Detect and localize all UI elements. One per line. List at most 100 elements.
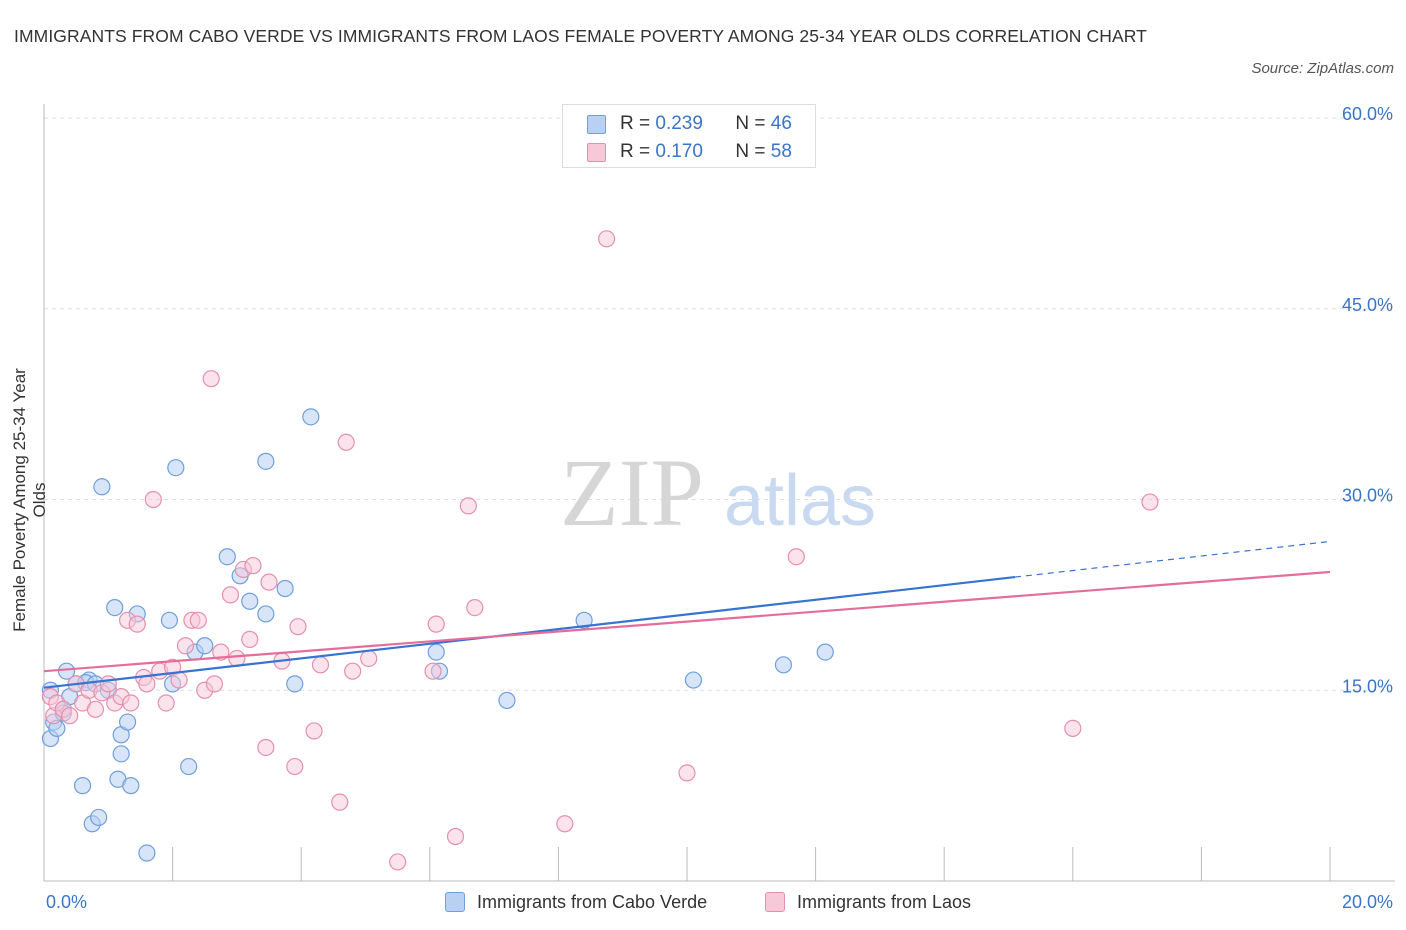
data-point-laos (61, 707, 79, 725)
data-point-cabo-verde (118, 713, 137, 731)
data-point-laos (257, 738, 275, 757)
legend-row-cabo-verde: R = 0.239 N = 46 (587, 112, 792, 136)
trendline-cabo-verde-extension (1014, 540, 1331, 578)
data-point-laos (122, 694, 140, 712)
y-tick-label: 30.0% (1342, 486, 1393, 506)
series-laos-points (41, 230, 1159, 871)
legend-n-label: N = (735, 113, 766, 134)
data-point-laos (170, 671, 188, 689)
data-point-laos (138, 675, 156, 693)
data-point-laos (1141, 493, 1159, 511)
data-point-cabo-verde (90, 808, 108, 827)
legend-r-value: 0.239 (655, 113, 703, 134)
watermark-atlas: atlas (724, 461, 876, 541)
data-point-laos (176, 637, 195, 655)
data-point-laos (787, 548, 805, 566)
legend-row-laos: R = 0.170 N = 58 (587, 140, 792, 164)
watermark-zip: ZIP (560, 439, 704, 546)
y-tick-label: 45.0% (1342, 295, 1393, 315)
legend-n-value: 46 (770, 113, 792, 134)
legend-n-value: 58 (770, 141, 792, 162)
data-point-laos (466, 598, 484, 617)
data-point-laos (311, 656, 330, 674)
data-point-cabo-verde (498, 691, 516, 710)
legend-n-label: N = (735, 141, 766, 162)
data-point-laos (427, 615, 445, 633)
data-point-cabo-verde (816, 643, 834, 661)
data-point-laos (286, 757, 304, 776)
data-point-laos (1064, 719, 1082, 738)
data-point-cabo-verde (112, 745, 130, 763)
data-point-laos (189, 611, 207, 629)
data-point-laos (337, 433, 355, 451)
data-point-laos (360, 649, 378, 668)
bottom-legend-label: Immigrants from Cabo Verde (477, 891, 708, 912)
data-point-laos (244, 557, 262, 575)
data-point-laos (202, 370, 220, 388)
data-point-laos (99, 675, 117, 693)
data-point-cabo-verde (302, 408, 320, 426)
data-point-cabo-verde (73, 777, 92, 795)
data-point-laos (205, 675, 223, 693)
data-point-laos (212, 643, 230, 661)
data-point-cabo-verde (57, 662, 76, 680)
data-point-laos (446, 827, 465, 846)
data-point-cabo-verde (276, 579, 294, 598)
data-point-cabo-verde (257, 452, 275, 470)
pink-swatch-icon (587, 142, 606, 162)
data-point-cabo-verde (196, 637, 214, 655)
data-point-cabo-verde (684, 671, 703, 689)
legend-r-label: R = (620, 141, 651, 162)
data-point-laos (678, 764, 696, 782)
trendlines (43, 540, 1331, 689)
data-point-laos (424, 662, 442, 680)
data-point-laos (598, 230, 616, 248)
legend-r-value: 0.170 (655, 141, 703, 162)
data-point-laos (128, 615, 146, 633)
data-point-cabo-verde (241, 592, 259, 610)
correlation-legend: R = 0.239 N = 46 R = 0.170 N = 58 (562, 104, 816, 168)
data-point-cabo-verde (160, 611, 178, 629)
x-tick-label: 20.0% (1342, 892, 1393, 912)
data-point-cabo-verde (138, 844, 156, 862)
data-point-cabo-verde (218, 548, 236, 566)
x-tick-label: 0.0% (46, 892, 87, 912)
bottom-legend-label: Immigrants from Laos (797, 891, 972, 912)
bottom-legend-laos: Immigrants from Laos (765, 888, 971, 916)
y-axis-label: Female Poverty Among 25-34 Year Olds (10, 368, 49, 632)
y-tick-label: 15.0% (1342, 676, 1393, 696)
data-point-cabo-verde (122, 777, 140, 795)
data-point-laos (556, 815, 574, 833)
bottom-legend-cabo-verde: Immigrants from Cabo Verde (445, 888, 707, 916)
watermark: ZIP atlas (560, 439, 876, 546)
data-point-laos (344, 662, 362, 680)
data-point-laos (86, 700, 105, 718)
blue-swatch-icon (445, 892, 465, 912)
data-point-cabo-verde (106, 598, 124, 617)
data-point-cabo-verde (93, 478, 111, 496)
data-point-laos (389, 853, 407, 871)
data-point-laos (260, 573, 278, 591)
data-point-laos (157, 694, 175, 712)
data-point-laos (459, 497, 477, 515)
data-point-cabo-verde (575, 611, 593, 629)
data-point-cabo-verde (180, 757, 198, 776)
trendline-cabo-verde (43, 575, 1016, 689)
source-credit: Source: ZipAtlas.com (1251, 60, 1394, 77)
blue-swatch-icon (587, 114, 606, 134)
data-point-cabo-verde (257, 605, 275, 623)
data-point-cabo-verde (167, 459, 185, 477)
legend-r-label: R = (620, 113, 651, 134)
data-point-cabo-verde (286, 675, 304, 693)
data-point-cabo-verde (774, 656, 793, 674)
pink-swatch-icon (765, 892, 785, 912)
data-point-laos (289, 618, 307, 636)
data-point-laos (241, 630, 259, 648)
data-point-laos (144, 490, 162, 509)
trendline-laos (43, 570, 1331, 673)
axes (43, 104, 1395, 882)
tick-labels: 15.0% 30.0% 45.0% 60.0% 0.0% 20.0% (46, 104, 1393, 912)
y-tick-label: 60.0% (1342, 104, 1393, 124)
data-point-cabo-verde (427, 643, 445, 661)
